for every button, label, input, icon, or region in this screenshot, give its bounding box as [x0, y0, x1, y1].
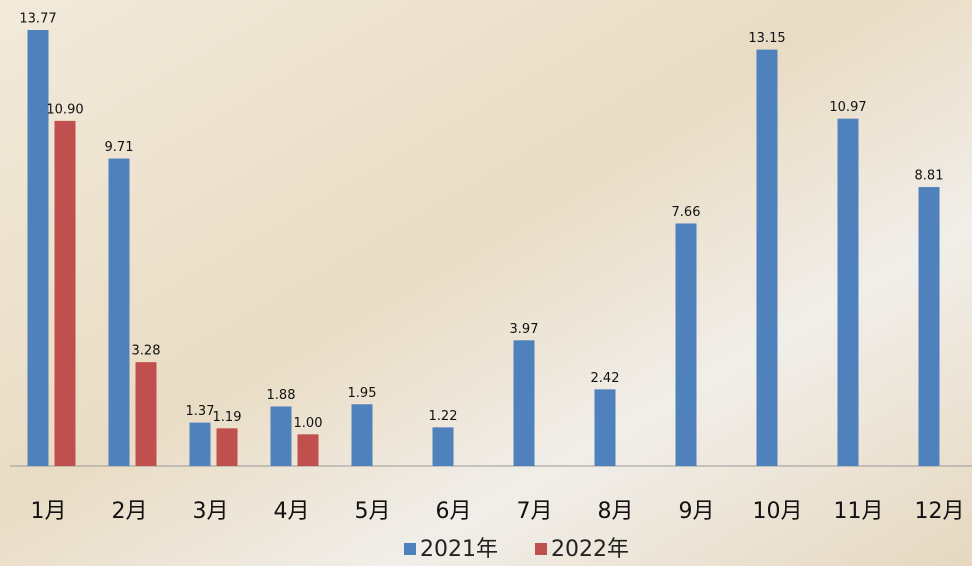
- x-tick-label: 7月: [517, 499, 553, 524]
- bar: [837, 118, 859, 467]
- bar: [351, 404, 373, 466]
- bar: [594, 389, 616, 466]
- bar: [54, 120, 76, 466]
- value-label: 3.28: [132, 344, 161, 359]
- bar: [108, 158, 130, 466]
- value-label: 10.97: [829, 100, 866, 115]
- bar: [189, 422, 211, 466]
- bar: [432, 427, 454, 466]
- bar: [675, 223, 697, 466]
- x-tick-label: 12月: [915, 499, 965, 524]
- value-label: 1.19: [213, 410, 242, 425]
- value-label: 10.90: [46, 102, 83, 117]
- bar: [513, 340, 535, 466]
- x-tick-label: 2月: [112, 499, 148, 524]
- value-label: 1.37: [186, 404, 215, 419]
- value-label: 13.77: [19, 12, 56, 27]
- legend-label: 2021年: [420, 537, 498, 562]
- x-tick-label: 1月: [31, 499, 67, 524]
- bar: [756, 49, 778, 467]
- value-label: 2.42: [591, 371, 620, 386]
- value-label: 1.00: [294, 416, 323, 431]
- bar: [297, 434, 319, 466]
- bar: [135, 362, 157, 466]
- x-tick-label: 10月: [753, 499, 803, 524]
- x-tick-label: 9月: [679, 499, 715, 524]
- value-label: 8.81: [915, 169, 944, 184]
- value-label: 3.97: [510, 322, 539, 337]
- x-tick-label: 8月: [598, 499, 634, 524]
- legend-swatch: [535, 543, 547, 555]
- x-tick-label: 5月: [355, 499, 391, 524]
- value-label: 13.15: [748, 31, 785, 46]
- value-label: 1.95: [348, 386, 377, 401]
- value-label: 1.22: [429, 409, 458, 424]
- bar: [27, 30, 49, 466]
- x-tick-label: 4月: [274, 499, 310, 524]
- x-tick-label: 3月: [193, 499, 229, 524]
- x-tick-label: 11月: [834, 499, 884, 524]
- bar: [216, 428, 238, 466]
- bar: [918, 187, 940, 467]
- legend-label: 2022年: [551, 537, 629, 562]
- bar: [270, 406, 292, 466]
- x-tick-label: 6月: [436, 499, 472, 524]
- legend-swatch: [404, 543, 416, 555]
- value-label: 7.66: [672, 205, 701, 220]
- value-label: 9.71: [105, 140, 134, 155]
- value-label: 1.88: [267, 388, 296, 403]
